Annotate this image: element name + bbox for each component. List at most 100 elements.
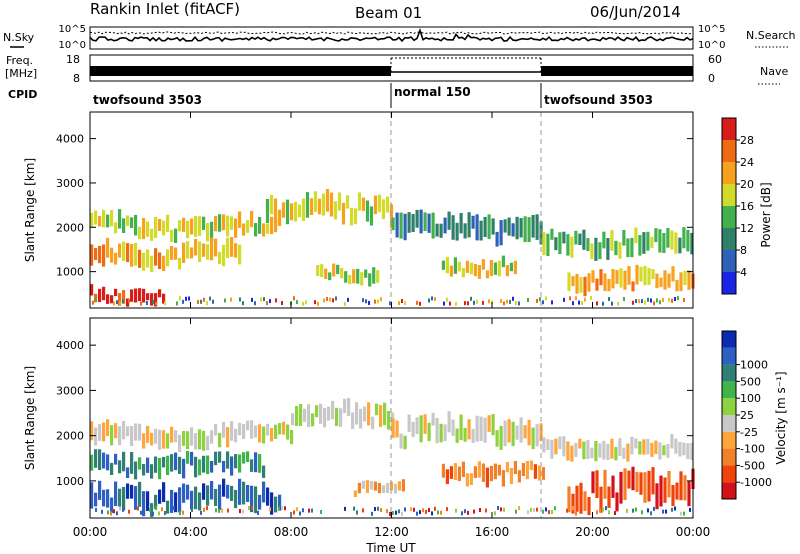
data-mark xyxy=(92,300,94,305)
data-mark xyxy=(603,273,607,292)
data-mark xyxy=(110,295,114,304)
data-mark xyxy=(265,199,270,223)
data-mark xyxy=(210,481,214,500)
data-mark xyxy=(551,510,553,515)
data-mark xyxy=(505,462,509,473)
data-mark xyxy=(511,421,515,447)
data-mark xyxy=(440,510,442,515)
data-mark xyxy=(154,456,158,473)
data-mark xyxy=(393,483,397,494)
data-mark xyxy=(242,301,244,306)
data-mark xyxy=(114,288,118,297)
data-mark xyxy=(194,456,198,478)
data-mark xyxy=(541,467,545,480)
data-band xyxy=(391,209,543,247)
data-mark xyxy=(644,300,646,305)
data-mark xyxy=(372,267,376,284)
data-mark xyxy=(485,467,489,488)
data-mark xyxy=(282,421,286,435)
y-tick-label: 2000 xyxy=(56,221,84,234)
data-mark xyxy=(174,228,178,243)
data-mark xyxy=(202,243,206,257)
data-mark xyxy=(463,427,467,442)
data-mark xyxy=(562,231,566,244)
data-mark xyxy=(650,442,654,457)
data-mark xyxy=(656,298,658,303)
data-mark xyxy=(317,301,319,306)
data-mark xyxy=(305,300,307,305)
data-mark xyxy=(150,432,154,446)
data-mark xyxy=(546,233,550,256)
data-mark xyxy=(226,215,230,237)
data-mark xyxy=(686,443,690,460)
data-mark xyxy=(179,296,181,301)
data-mark xyxy=(481,463,485,482)
data-mark xyxy=(250,210,254,228)
data-mark xyxy=(653,301,655,306)
data-mark xyxy=(102,209,106,228)
data-mark xyxy=(186,484,190,500)
data-mark xyxy=(566,234,570,256)
data-mark xyxy=(643,265,647,286)
data-mark xyxy=(218,508,220,513)
data-mark xyxy=(513,260,517,275)
data-mark xyxy=(128,509,130,514)
data-mark xyxy=(419,209,423,234)
data-mark xyxy=(200,299,202,304)
data-mark xyxy=(203,507,205,512)
data-mark xyxy=(539,423,543,442)
data-mark xyxy=(639,472,643,495)
y-tick-label: 4000 xyxy=(56,339,84,352)
data-mark xyxy=(182,431,186,446)
data-mark xyxy=(495,231,499,247)
data-mark xyxy=(179,511,181,516)
data-mark xyxy=(301,198,306,221)
data-mark xyxy=(130,426,134,446)
data-mark xyxy=(214,216,218,232)
data-mark xyxy=(469,262,473,275)
data-mark xyxy=(210,221,214,241)
near-range-clutter xyxy=(92,296,685,306)
noise-right-tick-bottom: 10^0 xyxy=(698,40,725,51)
data-band xyxy=(90,419,294,452)
colorbar-tick-label: 100 xyxy=(740,392,761,405)
y-tick-label: 2000 xyxy=(56,430,84,443)
data-band xyxy=(353,479,405,497)
data-mark xyxy=(658,442,662,460)
colorbar-tick-label: 4 xyxy=(740,266,747,279)
data-mark xyxy=(482,300,484,305)
data-mark xyxy=(138,288,142,302)
data-mark xyxy=(419,301,421,306)
data-mark xyxy=(533,464,537,479)
data-mark xyxy=(610,230,614,251)
data-mark xyxy=(178,257,182,270)
data-mark xyxy=(411,214,415,232)
data-mark xyxy=(641,299,643,304)
data-mark xyxy=(422,508,424,513)
data-mark xyxy=(435,223,439,237)
data-mark xyxy=(142,491,146,517)
data-mark xyxy=(618,242,622,259)
data-band xyxy=(567,466,695,516)
data-mark xyxy=(122,290,126,304)
data-mark xyxy=(675,482,679,500)
data-mark xyxy=(447,211,451,230)
data-mark xyxy=(380,507,382,512)
data-mark xyxy=(425,509,427,514)
colorbar-swatch xyxy=(722,381,736,399)
data-mark xyxy=(262,481,266,503)
data-mark xyxy=(94,492,98,507)
data-mark xyxy=(371,416,375,430)
data-mark xyxy=(476,299,478,304)
data-mark xyxy=(638,441,642,455)
data-mark xyxy=(162,255,166,272)
data-mark xyxy=(423,414,427,434)
power-ylabel: Slant Range [km] xyxy=(23,158,37,262)
colorbar-tick-label: 8 xyxy=(740,244,747,257)
data-mark xyxy=(106,214,110,228)
data-mark xyxy=(680,511,682,516)
data-mark xyxy=(415,209,419,228)
data-mark xyxy=(114,252,118,265)
data-mark xyxy=(632,508,634,513)
data-mark xyxy=(182,483,186,503)
